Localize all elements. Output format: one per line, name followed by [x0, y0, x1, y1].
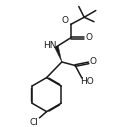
Text: O: O: [85, 33, 92, 42]
Text: Cl: Cl: [30, 118, 39, 127]
Text: HO: HO: [80, 77, 94, 86]
Text: O: O: [90, 58, 97, 66]
Polygon shape: [55, 46, 62, 62]
Text: O: O: [61, 16, 68, 25]
Text: HN: HN: [43, 41, 57, 50]
